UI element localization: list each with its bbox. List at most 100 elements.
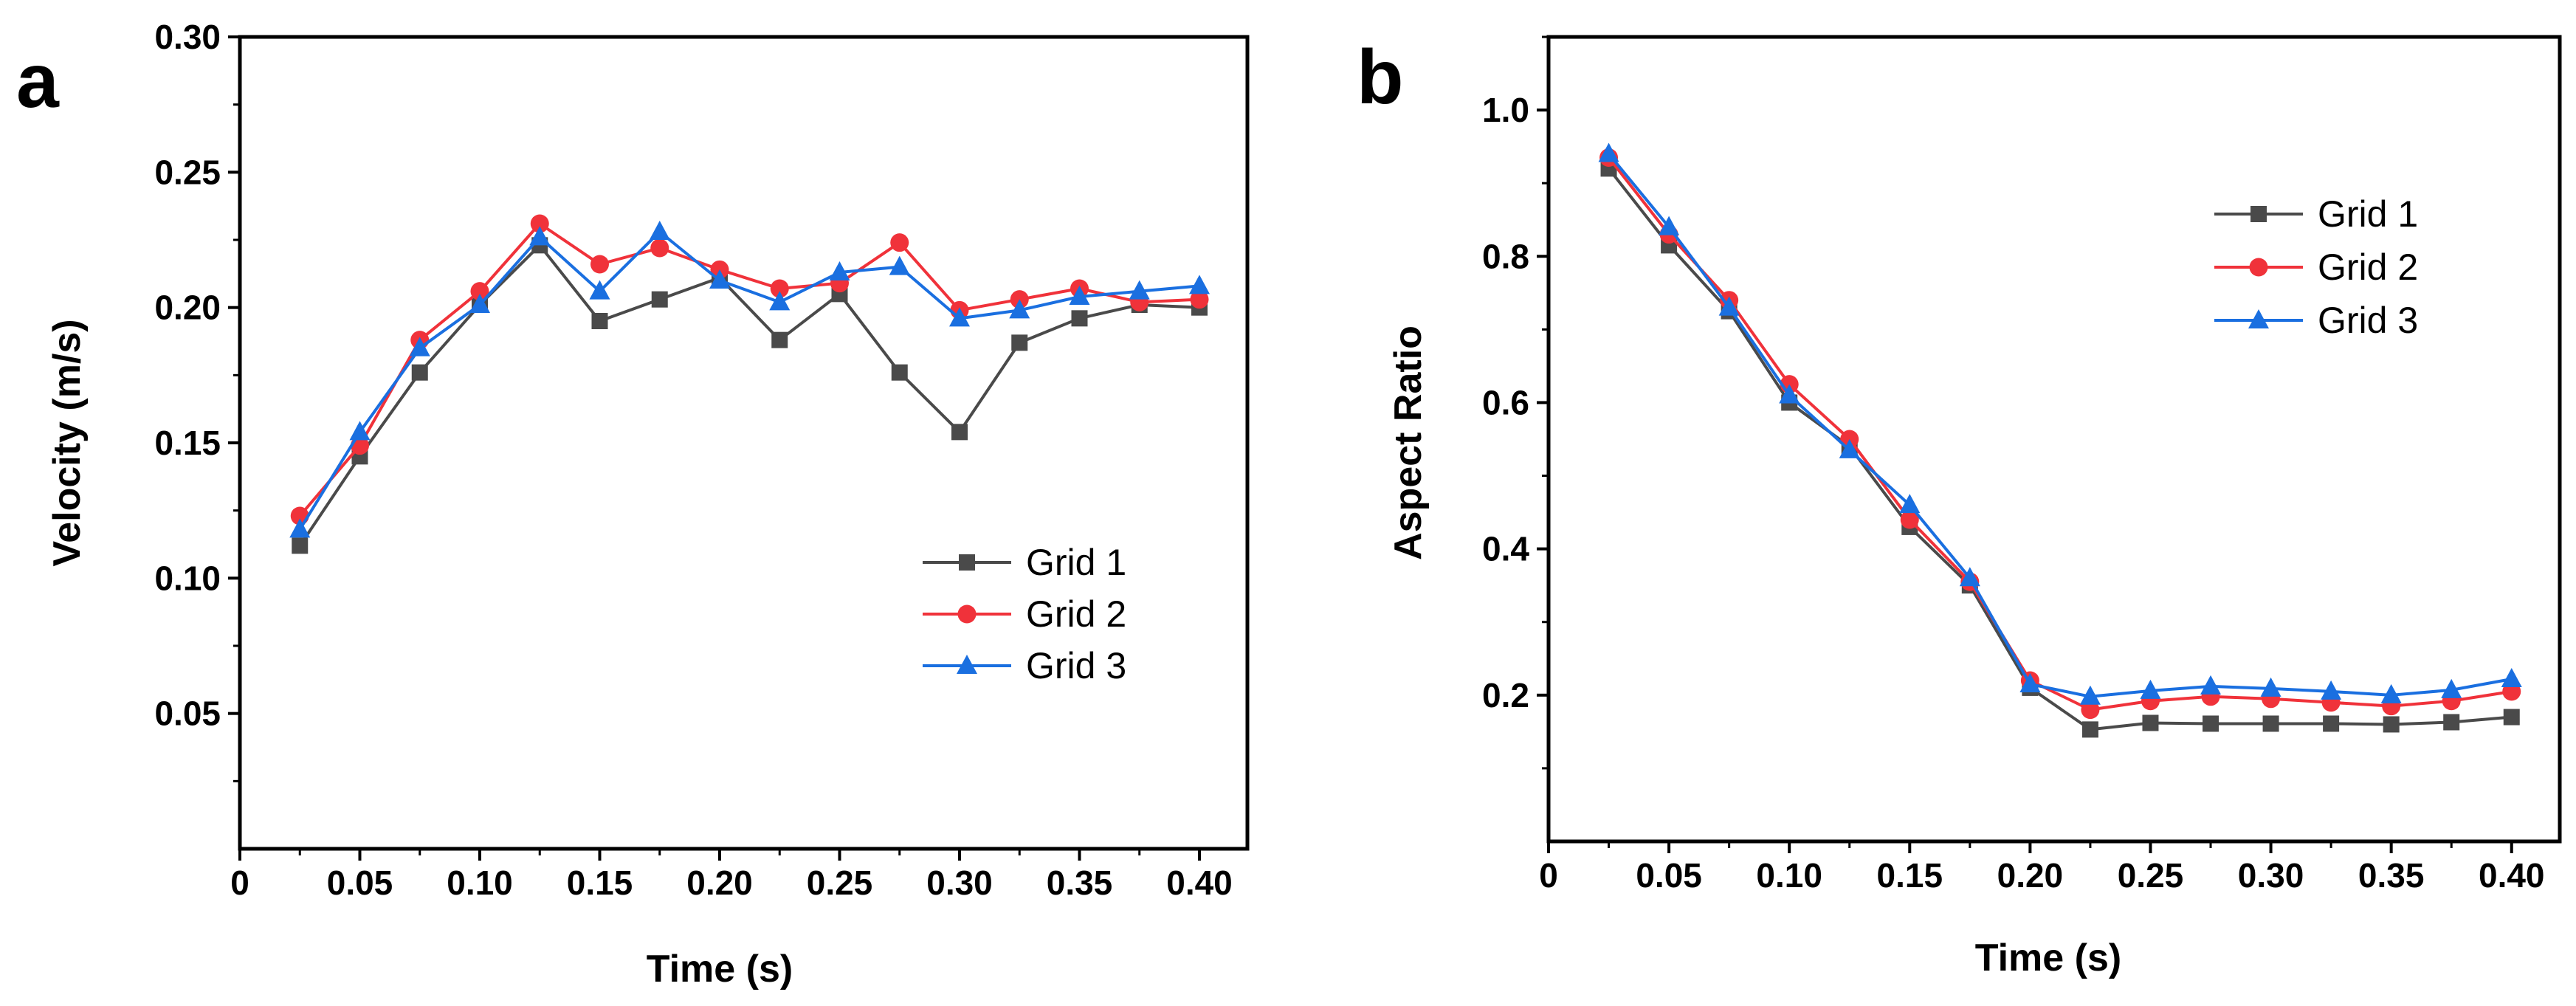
- legend-label: Grid 2: [1026, 593, 1126, 635]
- data-point: [2383, 716, 2400, 733]
- series-line: [298, 230, 1200, 531]
- x-tick-label: 0.05: [327, 864, 393, 902]
- data-point: [2501, 668, 2522, 688]
- legend-marker: [2250, 206, 2267, 222]
- legend-label: Grid 1: [1026, 542, 1126, 583]
- panel-b-ticks: 0 0.05 0.10 0.15 0.20 0.25 0.30 0.35 0.40 0.2 0.4 0…: [1482, 35, 2545, 895]
- data-point: [1899, 494, 1921, 514]
- legend-item: Grid 1: [923, 542, 1126, 583]
- data-point: [650, 238, 669, 258]
- data-point: [2081, 721, 2098, 738]
- data-point: [829, 261, 850, 280]
- data-point: [890, 233, 909, 252]
- data-point: [2262, 715, 2279, 732]
- panel-b-plot-frame: [1546, 35, 2562, 844]
- data-point: [1959, 567, 1980, 587]
- data-point: [891, 364, 908, 381]
- data-point: [2079, 685, 2101, 705]
- legend-item: Grid 2: [2214, 247, 2418, 288]
- legend-marker: [2249, 258, 2268, 277]
- y-tick-label: 0.05: [154, 695, 221, 733]
- y-tick-label: 0.4: [1482, 530, 1529, 568]
- x-tick-label: 0.10: [447, 864, 513, 902]
- x-tick-label: 0.10: [1756, 856, 1822, 895]
- y-tick-label: 0.15: [154, 424, 221, 462]
- y-tick-label: 0.20: [154, 289, 221, 327]
- data-point: [651, 291, 668, 308]
- data-point: [530, 214, 549, 233]
- x-tick-label: 0.25: [807, 864, 873, 902]
- legend-marker: [957, 604, 977, 624]
- data-point: [590, 255, 609, 274]
- data-point: [1189, 275, 1210, 294]
- data-point: [889, 255, 910, 275]
- data-point: [1718, 296, 1740, 316]
- data-point: [770, 279, 789, 298]
- panel-b-legend: Grid 1 Grid 2 Grid 3: [2214, 193, 2418, 341]
- legend-label: Grid 2: [2318, 247, 2418, 288]
- y-tick-label: 0.8: [1482, 237, 1529, 275]
- data-point: [949, 307, 970, 327]
- series-line: [1608, 153, 2513, 698]
- data-point: [2140, 679, 2161, 699]
- data-point: [292, 537, 309, 554]
- legend-item: Grid 2: [923, 593, 1126, 635]
- x-tick-label: 0.35: [2358, 856, 2425, 895]
- series-line: [1607, 168, 2512, 731]
- data-point: [409, 337, 430, 356]
- panel-a-y-axis-title: Velocity (m/s): [46, 319, 89, 566]
- data-point: [529, 226, 551, 246]
- panel-b-letter: b: [1357, 35, 1404, 120]
- series-grid-3: [1598, 142, 2522, 705]
- data-point: [349, 421, 371, 441]
- data-point: [2443, 714, 2460, 731]
- legend-label: Grid 1: [2318, 193, 2418, 235]
- y-tick-label: 0.10: [154, 559, 221, 597]
- x-tick-label: 0.35: [1047, 864, 1113, 902]
- x-tick-label: 0.05: [1636, 856, 1702, 895]
- data-point: [589, 280, 610, 300]
- data-point: [709, 269, 730, 289]
- data-point: [1839, 438, 1860, 458]
- series-line: [298, 244, 1200, 547]
- legend-item: Grid 3: [2214, 300, 2418, 341]
- x-tick-label: 0.15: [567, 864, 633, 902]
- data-point: [1011, 334, 1028, 351]
- data-point: [2503, 709, 2520, 726]
- legend-marker: [957, 655, 977, 674]
- x-tick-label: 0.40: [2479, 856, 2545, 895]
- panel-b-x-axis-title: Time (s): [1975, 937, 2121, 979]
- x-tick-label: 0.20: [686, 864, 753, 902]
- x-tick-label: 0: [230, 864, 249, 902]
- series-grid-3: [289, 221, 1210, 538]
- data-point: [411, 364, 428, 381]
- data-point: [2142, 714, 2159, 731]
- x-tick-label: 0.20: [1997, 856, 2064, 895]
- panel-b-series: [1598, 142, 2522, 738]
- data-point: [951, 424, 968, 441]
- legend-marker: [2248, 309, 2269, 328]
- data-point: [2323, 715, 2340, 732]
- data-point: [1900, 510, 1919, 529]
- data-point: [1659, 216, 1680, 235]
- panel-a-series: [289, 214, 1210, 554]
- data-point: [470, 282, 489, 301]
- series-line: [298, 222, 1200, 517]
- y-tick-label: 0.25: [154, 153, 221, 191]
- data-point: [1009, 299, 1030, 319]
- data-point: [469, 294, 490, 313]
- legend-label: Grid 3: [2318, 300, 2418, 341]
- x-tick-label: 0.15: [1877, 856, 1943, 895]
- legend-marker: [959, 554, 975, 571]
- series-line: [1607, 156, 2513, 712]
- panel-a-legend: Grid 1 Grid 2 Grid 3: [923, 542, 1126, 686]
- data-point: [2203, 715, 2219, 732]
- data-point: [1129, 280, 1150, 300]
- y-tick-label: 0.2: [1482, 676, 1529, 714]
- data-point: [649, 221, 670, 240]
- panel-b: b 0 0.05 0.10 0.15 0.20 0.25 0.30 0.35 0.40 0.2 0.…: [1357, 35, 2562, 979]
- data-point: [771, 331, 788, 348]
- x-tick-label: 0.30: [926, 864, 993, 902]
